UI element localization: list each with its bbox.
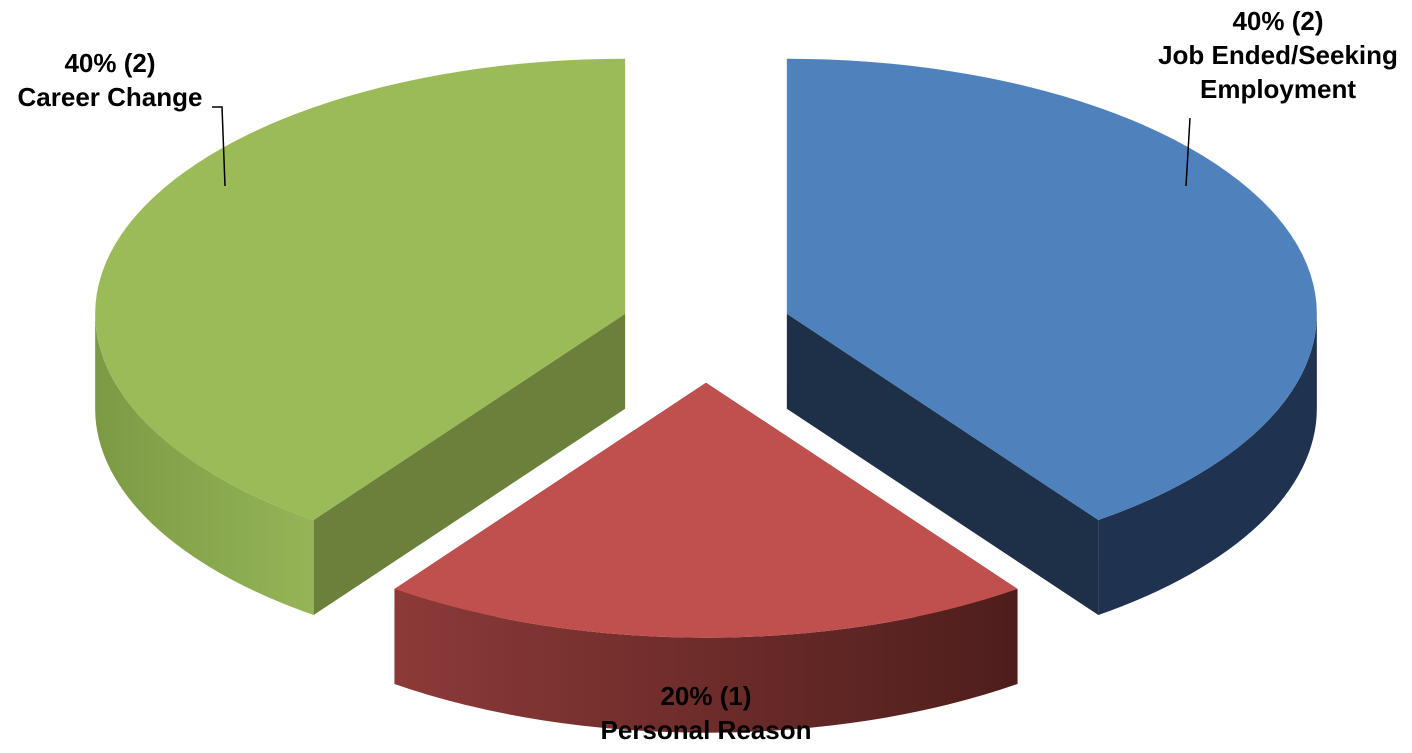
- leader-line-job-ended-seeking-employment: [1185, 117, 1191, 187]
- slice-label-job-ended-seeking-employment: 40% (2) Job Ended/Seeking Employment: [1158, 6, 1398, 104]
- pie-slice-career-change: [95, 58, 626, 616]
- slice-label-line-job-ended-seeking-employment-2: Employment: [1200, 74, 1356, 104]
- pie-slice-side-job-ended-seeking-employment: [1098, 313, 1317, 616]
- slice-label-personal-reason: 20% (1) Personal Reason: [601, 681, 812, 745]
- pie-slice-side-personal-reason: [394, 588, 1018, 733]
- slice-label-line-job-ended-seeking-employment-1: Job Ended/Seeking: [1158, 40, 1398, 70]
- leader-line-career-change: [212, 106, 226, 187]
- pie-slice-top-personal-reason: [394, 382, 1018, 638]
- slice-label-career-change: 40% (2) Career Change: [18, 48, 203, 112]
- slice-label-line-career-change-0: 40% (2): [64, 48, 155, 78]
- slice-label-line-job-ended-seeking-employment-0: 40% (2): [1232, 6, 1323, 36]
- pie-slice-wall-job-ended-seeking-employment-end: [786, 313, 1099, 616]
- pie-slice-top-career-change: [95, 58, 626, 521]
- pie-slice-personal-reason: [394, 382, 1018, 733]
- pie-slice-top-job-ended-seeking-employment: [786, 58, 1317, 521]
- pie-slice-wall-career-change-start: [313, 313, 626, 616]
- slice-label-line-personal-reason-0: 20% (1): [660, 681, 751, 711]
- slice-label-line-career-change-1: Career Change: [18, 82, 203, 112]
- slice-label-line-personal-reason-1: Personal Reason: [601, 715, 812, 745]
- pie-slice-job-ended-seeking-employment: [786, 58, 1317, 616]
- pie-slice-side-career-change: [95, 313, 314, 616]
